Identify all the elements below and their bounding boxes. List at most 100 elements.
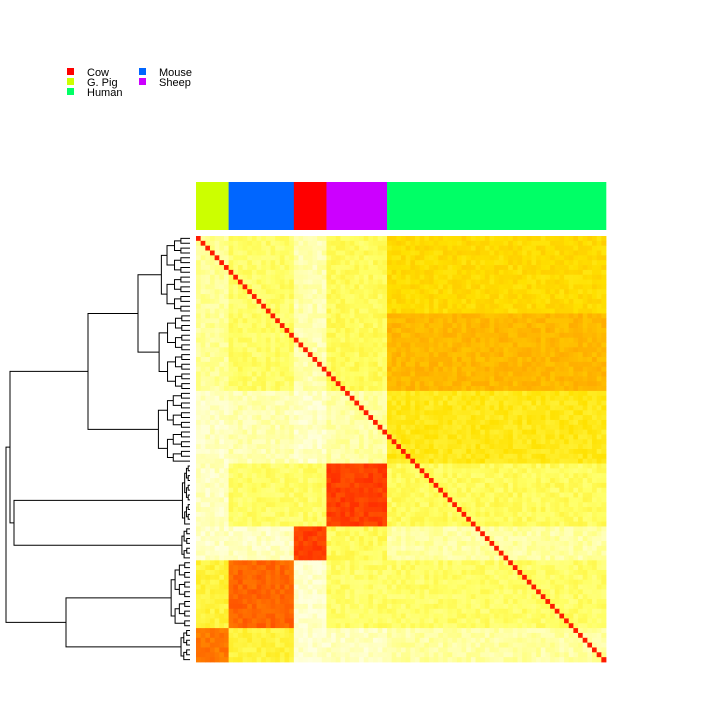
heatmap-cell: [419, 250, 425, 256]
heatmap-cell: [265, 318, 271, 324]
heatmap-cell: [387, 236, 393, 242]
heatmap-cell: [298, 342, 304, 348]
heatmap-cell: [587, 352, 593, 358]
heatmap-cell: [205, 327, 211, 334]
heatmap-cell: [219, 323, 225, 329]
heatmap-cell: [466, 453, 472, 460]
heatmap-cell: [270, 236, 276, 242]
heatmap-cell: [540, 497, 546, 503]
heatmap-cell: [312, 429, 318, 435]
heatmap-cell: [428, 265, 435, 271]
heatmap-cell: [233, 463, 239, 469]
heatmap-cell: [284, 429, 290, 435]
heatmap-cell: [209, 313, 216, 319]
heatmap-cell: [396, 434, 402, 440]
heatmap-cell: [228, 424, 234, 431]
heatmap-cell: [247, 303, 253, 310]
heatmap-cell: [275, 303, 281, 310]
heatmap-cell: [368, 269, 374, 276]
heatmap-cell: [480, 395, 486, 401]
heatmap-cell: [470, 357, 476, 363]
heatmap-cell: [387, 463, 393, 469]
heatmap-cell: [223, 497, 230, 503]
heatmap-cell: [508, 318, 514, 324]
heatmap-cell: [331, 415, 337, 421]
heatmap-cell: [368, 415, 374, 421]
heatmap-cell: [596, 332, 602, 339]
heatmap-cell: [196, 386, 202, 392]
heatmap-cell: [312, 439, 318, 445]
heatmap-cell: [587, 415, 593, 421]
heatmap-cell: [312, 313, 318, 319]
heatmap-cell: [242, 371, 248, 377]
heatmap-cell: [391, 376, 397, 382]
heatmap-cell: [522, 482, 528, 489]
heatmap-cell: [209, 444, 216, 450]
heatmap-cell: [578, 473, 584, 479]
heatmap-cell: [368, 323, 374, 329]
heatmap-cell: [573, 429, 579, 435]
heatmap-cell: [414, 269, 421, 276]
heatmap-cell: [522, 424, 528, 431]
heatmap-cell: [410, 347, 416, 353]
heatmap-cell: [396, 269, 402, 276]
heatmap-cell: [466, 478, 472, 484]
heatmap-cell: [489, 236, 495, 242]
heatmap-cell: [303, 487, 309, 493]
heatmap-cell: [550, 390, 556, 397]
heatmap-cell: [475, 279, 481, 285]
heatmap-cell: [387, 250, 393, 256]
heatmap-cell: [531, 487, 537, 493]
heatmap-cell: [396, 366, 402, 372]
heatmap-cell: [237, 318, 243, 324]
heatmap-cell: [284, 274, 290, 280]
heatmap-cell: [401, 347, 407, 353]
heatmap-cell: [317, 352, 323, 358]
heatmap-cell: [298, 269, 304, 276]
heatmap-cell: [442, 482, 448, 489]
heatmap-cell: [568, 429, 574, 435]
heatmap-cell: [438, 260, 444, 266]
heatmap-cell: [265, 279, 271, 285]
heatmap-cell: [470, 487, 476, 493]
heatmap-cell: [452, 255, 458, 261]
heatmap-cell: [508, 424, 514, 431]
heatmap-cell: [270, 318, 276, 324]
heatmap-cell: [414, 434, 421, 440]
heatmap-cell: [321, 361, 327, 368]
heatmap-cell: [587, 468, 593, 474]
heatmap-cell: [601, 245, 607, 251]
heatmap-cell: [592, 323, 598, 329]
heatmap-cell: [578, 332, 584, 339]
heatmap-cell: [293, 429, 299, 435]
heatmap-cell: [373, 453, 379, 460]
heatmap-cell: [368, 463, 374, 469]
heatmap-cell: [475, 463, 481, 469]
heatmap-cell: [564, 361, 570, 368]
heatmap-cell: [382, 444, 388, 450]
heatmap-cell: [522, 478, 528, 484]
heatmap-cell: [340, 236, 346, 242]
heatmap-cell: [275, 323, 281, 329]
heatmap-cell: [554, 410, 560, 416]
heatmap-cell: [424, 395, 430, 401]
heatmap-cell: [354, 357, 360, 363]
heatmap-cell: [321, 357, 327, 363]
heatmap-cell: [214, 395, 220, 401]
heatmap-cell: [508, 478, 514, 484]
heatmap-cell: [447, 502, 453, 508]
heatmap-cell: [582, 376, 588, 382]
heatmap-cell: [256, 352, 262, 358]
heatmap-cell: [498, 463, 504, 469]
heatmap-cell: [345, 342, 351, 348]
heatmap-cell: [592, 473, 598, 479]
heatmap-cell: [237, 323, 243, 329]
heatmap-cell: [298, 415, 304, 421]
heatmap-cell: [447, 492, 453, 498]
heatmap-cell: [387, 400, 393, 406]
heatmap-cell: [587, 245, 593, 251]
heatmap-cell: [275, 240, 281, 247]
heatmap-cell: [265, 255, 271, 261]
heatmap-cell: [298, 298, 304, 305]
heatmap-cell: [317, 313, 323, 319]
